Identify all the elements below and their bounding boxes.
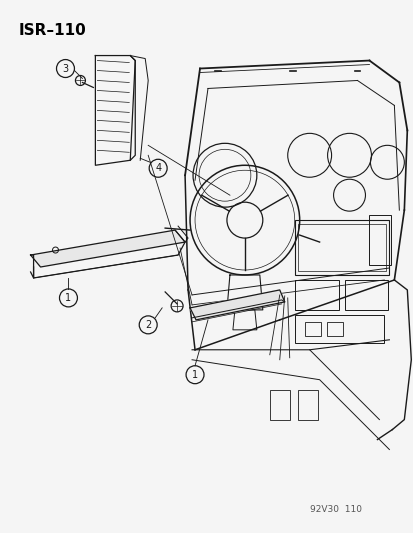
Polygon shape [31, 230, 185, 267]
Bar [269, 390, 289, 419]
Bar [368, 215, 390, 265]
Polygon shape [190, 290, 284, 320]
Text: 92V30  110: 92V30 110 [309, 505, 361, 514]
Text: 2: 2 [145, 320, 151, 330]
Text: 1: 1 [192, 370, 198, 379]
Bar [344, 280, 387, 310]
Text: 3: 3 [62, 63, 69, 74]
Bar [297, 224, 385, 271]
Bar [297, 390, 317, 419]
Text: 1: 1 [65, 293, 71, 303]
Text: ISR–110: ISR–110 [19, 22, 86, 38]
Bar [326, 322, 342, 336]
Bar [294, 280, 338, 310]
Bar [294, 220, 389, 275]
Bar [294, 315, 384, 343]
Text: 4: 4 [155, 163, 161, 173]
Bar [304, 322, 320, 336]
